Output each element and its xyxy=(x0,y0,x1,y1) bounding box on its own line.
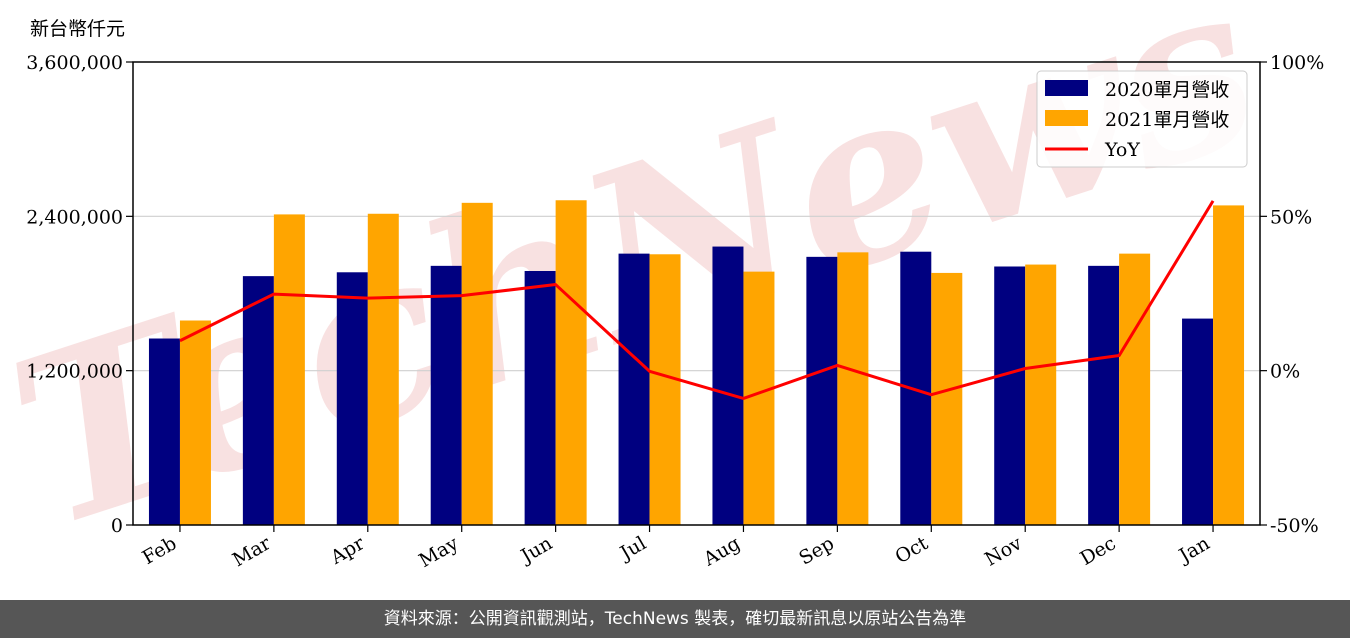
bar-2020 xyxy=(242,276,274,525)
bar-2021 xyxy=(931,272,963,525)
bar-2021 xyxy=(461,202,493,525)
legend-label-2020: 2020單月營收 xyxy=(1105,79,1229,101)
x-tick-label: May xyxy=(415,532,462,572)
bar-2021 xyxy=(1213,205,1245,526)
legend: 2020單月營收 2021單月營收 YoY xyxy=(1036,70,1248,168)
bar-2020 xyxy=(524,270,556,525)
bar-2020 xyxy=(1088,265,1120,525)
bar-2021 xyxy=(1025,264,1057,525)
bar-2021 xyxy=(1119,253,1151,525)
x-tick-label: Sep xyxy=(795,532,838,569)
bar-2021 xyxy=(273,214,305,525)
bar-2020 xyxy=(712,246,744,525)
yoy-line-group xyxy=(179,200,1215,400)
x-tick-label: Oct xyxy=(891,532,932,568)
legend-box xyxy=(1036,70,1248,168)
plot-frame xyxy=(132,61,1261,526)
y2-tick-label: -50% xyxy=(1270,515,1319,537)
legend-swatch-2020 xyxy=(1045,80,1088,96)
bar-2021 xyxy=(649,254,681,525)
y-tick-label: 2,400,000 xyxy=(26,206,123,228)
x-tick-label: Apr xyxy=(326,532,369,569)
bar-2021 xyxy=(179,320,211,525)
bar-2020 xyxy=(336,272,368,525)
gridlines xyxy=(133,215,1260,372)
y-tick-label: 0 xyxy=(111,515,123,537)
x-tick-label: Dec xyxy=(1076,532,1119,570)
yoy-line xyxy=(179,200,1215,400)
bar-2021 xyxy=(367,213,399,525)
bar-2021 xyxy=(743,271,775,525)
y2-tick-label: 0% xyxy=(1270,361,1300,383)
bar-2020 xyxy=(994,266,1026,525)
bar-2020 xyxy=(430,265,462,525)
y-axis-unit-label: 新台幣仟元 xyxy=(30,18,126,40)
revenue-chart: TechNews 01,200,0002,400,0003,600,000-50… xyxy=(0,0,1324,580)
x-tick-label: Aug xyxy=(699,532,744,571)
bar-2020 xyxy=(1182,318,1214,525)
y2-tick-label: 100% xyxy=(1270,52,1324,74)
bar-2020 xyxy=(806,256,838,525)
source-footer: 資料來源：公開資訊觀測站，TechNews 製表，確切最新訊息以原站公告為準 xyxy=(0,600,1350,638)
bars xyxy=(148,200,1245,526)
bar-2020 xyxy=(618,253,650,525)
legend-label-2021: 2021單月營收 xyxy=(1105,109,1229,131)
x-tick-label: Mar xyxy=(229,532,275,571)
x-tick-label: Jul xyxy=(615,532,650,565)
bar-2021 xyxy=(837,252,869,525)
bar-2021 xyxy=(555,200,587,525)
x-tick-label: Jun xyxy=(516,532,557,568)
x-tick-label: Jan xyxy=(1174,532,1214,568)
legend-label-yoy: YoY xyxy=(1104,139,1140,161)
bar-2020 xyxy=(148,338,180,525)
x-tick-label: Nov xyxy=(981,532,1026,571)
legend-swatch-2021 xyxy=(1045,110,1088,126)
y-tick-label: 1,200,000 xyxy=(26,361,123,383)
y-tick-label: 3,600,000 xyxy=(26,52,123,74)
y2-tick-label: 50% xyxy=(1270,206,1312,228)
